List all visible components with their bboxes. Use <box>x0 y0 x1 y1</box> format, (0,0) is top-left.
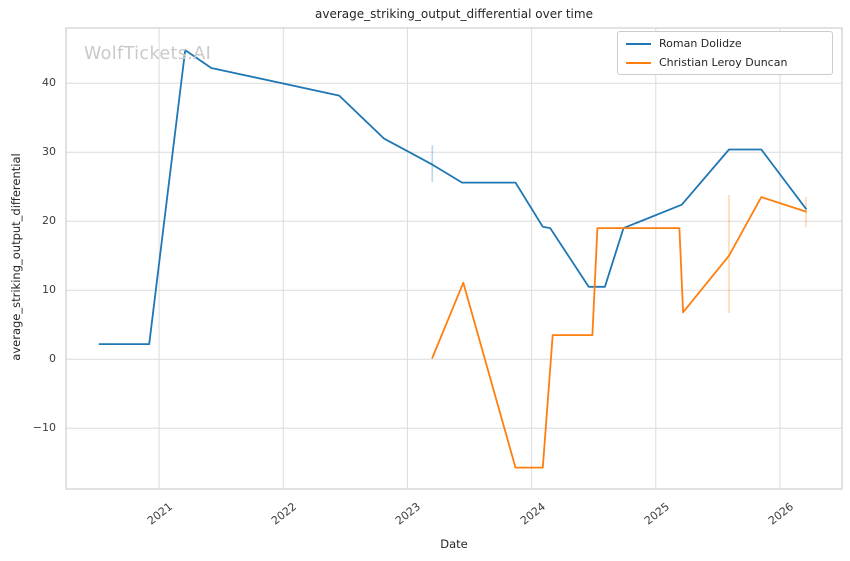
y-tick-label: 30 <box>42 145 56 159</box>
y-tick-label: 10 <box>42 283 56 297</box>
watermark-text: WolfTickets.AI <box>84 44 212 64</box>
legend-line-swatch-orange <box>626 61 651 64</box>
legend-label: Roman Dolidze <box>659 37 742 50</box>
plot-border <box>65 27 843 490</box>
legend: Roman Dolidze Christian Leroy Duncan <box>617 31 833 75</box>
y-tick-label: 40 <box>42 76 56 90</box>
y-tick-label: −10 <box>32 421 56 435</box>
legend-item-christian-leroy-duncan: Christian Leroy Duncan <box>618 53 832 72</box>
legend-line-swatch-blue <box>626 42 651 45</box>
y-tick-label: 20 <box>42 214 56 228</box>
x-axis-label: Date <box>440 537 468 551</box>
legend-item-roman-dolidze: Roman Dolidze <box>618 34 832 53</box>
legend-label: Christian Leroy Duncan <box>659 56 788 69</box>
series-line-christian-leroy-duncan <box>431 196 807 469</box>
y-tick-label: 0 <box>49 352 56 366</box>
series-line-roman-dolidze <box>98 49 807 346</box>
chart-title: average_striking_output_differential ove… <box>315 7 593 21</box>
